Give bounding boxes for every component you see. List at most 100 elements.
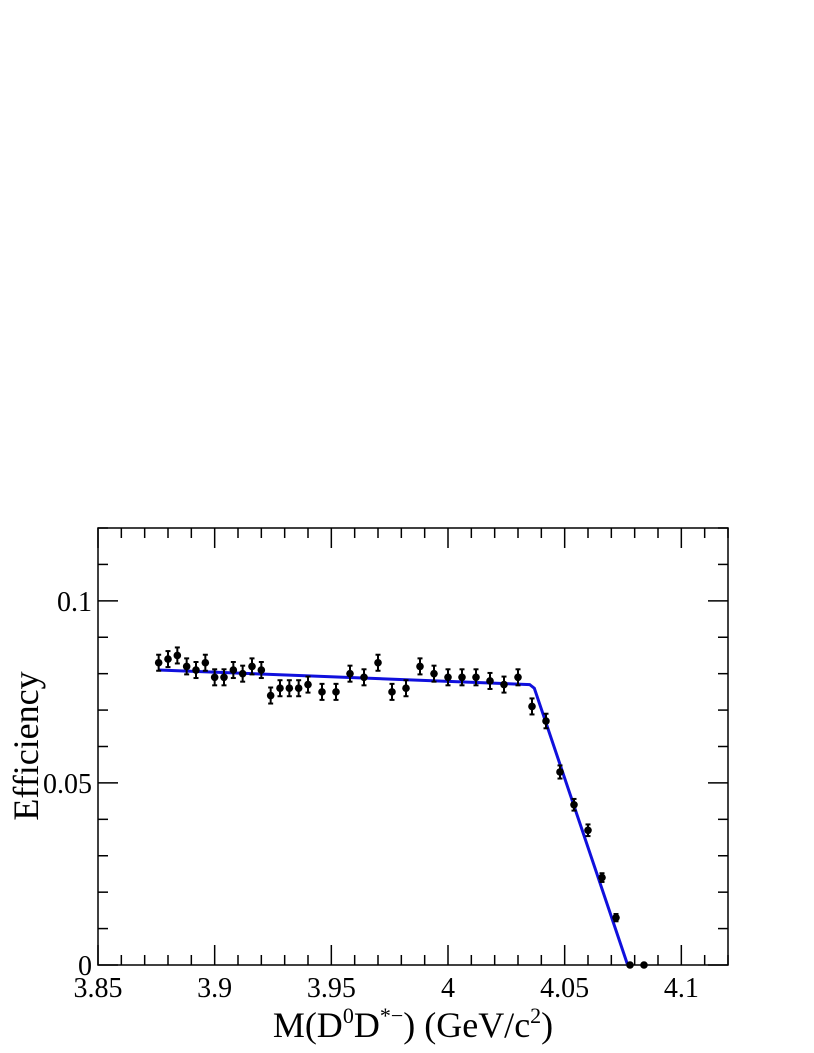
data-marker [304,680,312,689]
data-point [430,664,438,683]
data-marker [318,688,326,696]
data-marker [229,666,238,674]
data-marker [173,651,182,660]
data-marker [514,673,522,682]
x-axis-title: M(D0D*−) (GeV/c2) [273,1003,553,1045]
data-point [266,686,275,705]
data-marker [220,673,228,682]
data-point [285,679,294,698]
data-marker [210,673,219,682]
data-marker [570,800,578,809]
data-marker [542,717,550,725]
data-point [514,668,522,687]
data-point [472,668,480,687]
data-marker [528,702,536,711]
y-tick-label: 0 [78,951,92,982]
data-point [294,679,303,698]
data-marker [238,669,247,678]
data-point [248,657,256,676]
axis-ticks [97,527,729,966]
data-point [360,668,368,687]
y-tick-label: 0.1 [57,587,92,618]
data-marker [182,662,191,671]
data-marker [164,655,172,663]
x-tick-label: 3.95 [307,973,356,1004]
data-point [238,664,247,683]
data-marker [332,688,340,696]
data-marker [154,658,163,667]
data-marker [257,666,266,674]
data-marker [598,873,606,882]
data-marker [500,680,508,689]
plot-frame [97,527,729,966]
data-point [154,653,163,672]
data-point [528,697,536,716]
data-marker [556,768,564,776]
data-point [570,797,578,812]
data-point [210,668,219,687]
data-marker [584,826,592,835]
data-point [444,668,452,687]
data-point [164,650,172,669]
x-tick-label: 4 [441,973,455,1004]
x-tick-label: 3.85 [74,973,123,1004]
data-point [192,661,200,680]
data-point [201,653,210,672]
data-marker [276,684,284,693]
data-point [276,679,284,698]
data-marker [472,673,480,682]
data-marker [360,673,368,682]
data-point [182,657,191,676]
data-marker [346,669,354,678]
fit-line [158,668,630,966]
data-marker [486,677,494,685]
data-point [486,671,494,690]
data-marker [248,662,256,671]
data-marker [374,658,382,667]
data-point [318,682,326,701]
data-point [402,679,410,698]
data-point [584,823,592,838]
data-marker [640,961,648,969]
data-marker [201,658,210,667]
data-marker [285,684,294,693]
data-point [229,661,238,680]
data-marker [416,662,424,671]
data-marker [388,688,396,696]
data-marker [444,673,452,682]
y-tick-label: 0.05 [43,769,92,800]
data-marker [294,684,303,693]
data-point [500,675,508,694]
data-point [257,661,266,680]
x-tick-label: 4.1 [664,973,699,1004]
data-marker [266,691,275,700]
data-marker [192,666,200,674]
fit-line-group [158,668,630,966]
data-point [374,653,382,672]
data-marker [458,673,466,682]
data-point [304,675,312,694]
data-point [346,664,354,683]
data-point [332,682,340,701]
data-point [173,646,182,665]
tick-labels: 3.85 3.9 3.95 4 4.05 4.1 0 0.05 0.1 [43,587,699,1004]
data-marker [430,669,438,678]
data-points-group [154,646,648,969]
x-tick-label: 4.05 [540,973,589,1004]
x-tick-label: 3.9 [197,973,232,1004]
data-point [542,712,550,730]
data-point [556,764,564,780]
data-marker [626,961,634,969]
data-point [598,872,606,883]
data-point [220,668,228,687]
data-point [626,961,634,969]
data-marker [612,913,620,922]
data-point [458,668,466,687]
data-point [416,657,424,676]
data-marker [402,684,410,693]
data-point [612,913,620,923]
data-point [388,682,396,701]
y-axis-title: Efficiency [6,671,46,820]
data-point [640,961,648,969]
